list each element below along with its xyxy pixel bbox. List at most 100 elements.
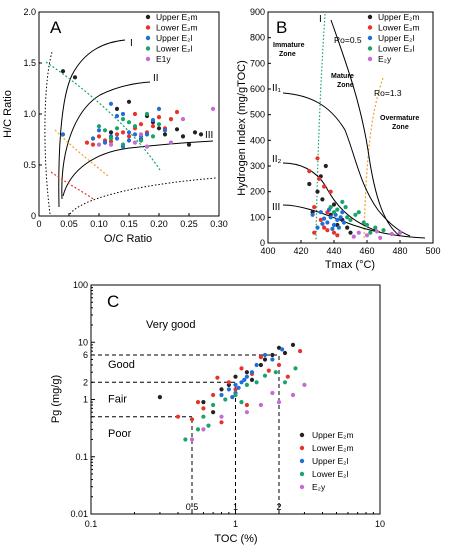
panel-a-point-s0-9	[192, 130, 198, 135]
panel-c-point-s3-13	[239, 400, 244, 405]
panel-c-y-ticks: 0.01 0.1 1 10 100	[70, 280, 95, 519]
panel-b-legend-marker	[367, 56, 373, 62]
panel-b-legend-entry: Upper E₂m	[378, 12, 420, 22]
panel-b-point-s4-3	[389, 231, 394, 237]
panel-c-point-s1-5	[226, 380, 231, 385]
panel-a-type-iii-curve	[62, 140, 214, 197]
panel-b-point-s0-8	[348, 230, 353, 235]
panel-a-point-s3-11	[120, 142, 126, 147]
panel-b-points	[307, 156, 403, 240]
panel-b-y-tick-label: 400	[250, 135, 265, 145]
panel-b-point-s2-5	[328, 215, 333, 220]
panel-b-point-s1-6	[328, 189, 333, 194]
panel-b-ro13-line	[363, 77, 384, 241]
panel-b-point-s3-6	[353, 212, 358, 217]
panel-a-point-s3-6	[132, 124, 138, 129]
panel-a-point-s2-2	[96, 128, 102, 133]
panel-a-point-s3-4	[120, 117, 126, 122]
panel-c-ref-y-label: 2	[83, 377, 88, 387]
panel-c-ref-x-label: 2	[276, 502, 281, 512]
panel-b-ro13-label: Ro=1.3	[374, 88, 402, 98]
panel-a-y-tick-label: 0	[31, 211, 36, 221]
panel-b-x-tick-label: 420	[293, 246, 308, 256]
panel-c-point-s1-7	[239, 366, 244, 371]
panel-a-point-s3-1	[102, 128, 108, 133]
panel-b-type-iii-label: III	[272, 202, 280, 213]
panel-a-point-s1-1	[90, 142, 96, 147]
panel-a-point-s4-0	[96, 142, 102, 147]
panel-c-point-s2-3	[233, 382, 238, 387]
panel-c-x-ticks: 0.1 1 10	[85, 510, 385, 529]
panel-a-green-dotted-line	[45, 61, 161, 171]
panel-a-legend-marker	[145, 46, 151, 51]
panel-a-point-s3-5	[126, 120, 132, 125]
panel-c-grade-label: Poor	[108, 428, 132, 440]
panel-a-point-s2-1	[90, 136, 96, 141]
panel-a-point-s1-0	[84, 140, 90, 145]
panel-b-type-ii1-label: II₁	[272, 83, 282, 94]
panel-b-y-tick-label: 700	[250, 58, 265, 68]
panel-c-x-tick-label: 0.1	[85, 519, 98, 529]
panel-b-type-ii2-label: II₂	[272, 154, 282, 165]
panel-c-ref-x-label: 1	[233, 502, 238, 512]
panel-b-point-s3-9	[364, 222, 370, 228]
panel-c-reference-lines: 0.5 1 2 6 2	[83, 350, 282, 514]
panel-b-point-s3-7	[356, 210, 361, 215]
panel-c-point-s1-14	[195, 400, 201, 405]
panel-a-y-ticks: 0 0.5 1.0 1.5 2.0	[23, 7, 42, 221]
panel-b-point-s1-4	[322, 225, 327, 230]
panel-c-point-s1-10	[266, 368, 271, 373]
panel-b-point-s2-6	[331, 222, 337, 228]
panel-a-boundary-dotted-1	[44, 51, 53, 215]
panel-a-point-s0-5	[156, 126, 162, 131]
panel-a-point-s1-12	[156, 115, 162, 120]
panel-c-point-s3-2	[201, 414, 206, 419]
panel-b-y-tick-label: 800	[250, 33, 265, 43]
panel-a-point-s4-6	[168, 140, 174, 145]
panel-a-point-s2-12	[150, 118, 156, 123]
panel-a-y-axis-label: H/C Ratio	[2, 90, 14, 138]
panel-a-point-s1-7	[126, 134, 132, 139]
panel-c-legend-entry: Upper E₂l	[312, 456, 348, 466]
panel-b-x-axis-label: Tmax (°C)	[325, 259, 375, 271]
panel-b-point-s3-0	[328, 205, 333, 210]
panel-c-point-s2-10	[230, 395, 235, 400]
panel-c-y-tick-label: 1	[83, 395, 88, 405]
panel-a-x-tick-label: 0.25	[180, 219, 198, 229]
panel-b-point-s4-6	[374, 229, 379, 234]
panel-c-point-s2-8	[262, 352, 268, 358]
panel-c-legend-entry: E₂y	[312, 482, 326, 492]
panel-b-point-s0-5	[331, 202, 337, 207]
panel-c-ref-x-label: 0.5	[186, 502, 199, 512]
panel-a-point-s2-4	[108, 101, 114, 106]
panel-a-y-tick-label: 1.0	[23, 109, 36, 119]
panel-b-point-s2-14	[320, 221, 325, 226]
panel-b-point-s2-0	[310, 212, 315, 217]
panel-c-point-s2-11	[236, 385, 241, 390]
panel-b-point-s1-1	[312, 205, 317, 210]
panel-c-point-s4-5	[290, 392, 296, 398]
panel-b-point-s2-9	[336, 225, 341, 230]
panel-a-point-s4-1	[108, 142, 114, 147]
panel-b-legend-marker	[367, 14, 373, 20]
panel-b-y-tick-label: 300	[250, 161, 265, 171]
panel-c-y-tick-label: 0.01	[70, 509, 88, 519]
panel-c-point-s0-4	[244, 370, 249, 375]
panel-b-point-s2-11	[341, 220, 346, 225]
panel-b-point-s0-0	[307, 181, 312, 187]
panel-a-x-axis-label: O/C Ratio	[104, 233, 152, 245]
panel-b-point-s4-4	[397, 230, 403, 235]
panel-b-point-s3-1	[331, 210, 337, 215]
panel-c-grade-labels: Very good Good Fair Poor	[108, 319, 196, 440]
panel-c-x-axis-label: TOC (%)	[214, 533, 257, 545]
panel-c-point-s3-9	[273, 370, 278, 375]
panel-b-y-tick-label: 200	[250, 187, 265, 197]
panel-b-x-ticks: 400 420 440 460 480 500	[260, 240, 441, 256]
panel-a-point-s0-10	[198, 132, 204, 137]
panel-b-point-s1-2	[315, 156, 320, 161]
panel-a-point-s2-0	[60, 132, 66, 137]
panel-a-legend-marker	[145, 35, 151, 41]
panel-b-point-s2-10	[338, 215, 343, 220]
panel-c-point-s1-11	[276, 362, 282, 368]
panel-a-points	[60, 69, 216, 149]
